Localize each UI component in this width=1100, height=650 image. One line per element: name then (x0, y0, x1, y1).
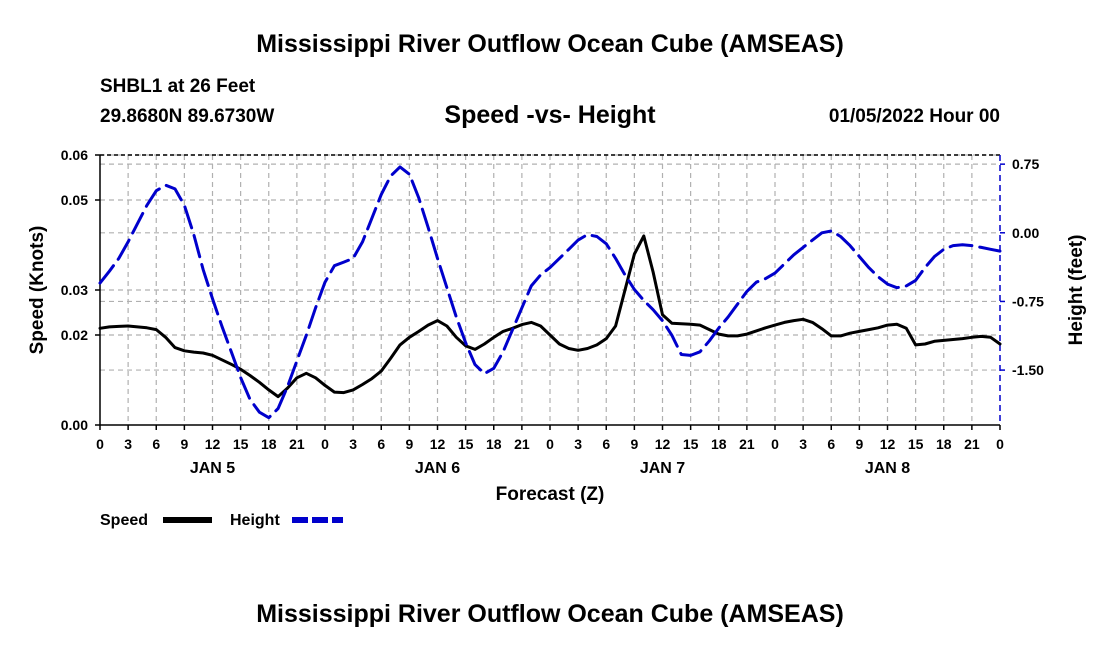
x-tick-label: 12 (655, 436, 671, 452)
x-tick-label: 15 (458, 436, 474, 452)
x-tick-label: 3 (574, 436, 582, 452)
y-tick-label: 0.03 (61, 282, 88, 298)
x-tick-label: 9 (630, 436, 638, 452)
series-line-height (98, 165, 1002, 420)
y-tick-label: 0.05 (61, 192, 88, 208)
legend-speed-label: Speed (100, 512, 148, 529)
x-tick-label: 0 (996, 436, 1004, 452)
x-tick-label: 15 (683, 436, 699, 452)
x-tick-label: 6 (602, 436, 610, 452)
x-day-label: JAN 7 (640, 460, 685, 477)
x-axis: 0 3 6 9 12 15 18 21 0 3 6 9 12 15 18 21 0 3 6 9 12 15 18 21 0 3 6 9… (96, 425, 1004, 477)
forecast-timestamp: 01/05/2022 Hour 00 (828, 106, 1000, 127)
y2-tick-label: -1.50 (1012, 362, 1044, 378)
x-tick-label: 12 (430, 436, 446, 452)
x-tick-label: 6 (152, 436, 160, 452)
chart-title: Speed -vs- Height (444, 101, 656, 129)
y-tick-label: 0.00 (61, 417, 88, 433)
x-day-label: JAN 5 (190, 460, 235, 477)
x-tick-label: 21 (964, 436, 980, 452)
x-tick-label: 0 (771, 436, 779, 452)
x-day-label: JAN 6 (415, 460, 460, 477)
y2-tick-label: 0.00 (1012, 225, 1039, 241)
y2-axis-label: Height (feet) (1066, 235, 1087, 346)
y2-tick-label: -0.75 (1012, 293, 1044, 309)
x-tick-label: 18 (486, 436, 502, 452)
x-tick-label: 0 (546, 436, 554, 452)
x-tick-label: 0 (321, 436, 329, 452)
x-tick-label: 21 (289, 436, 305, 452)
page-title: Mississippi River Outflow Ocean Cube (AM… (256, 30, 844, 58)
y-tick-label: 0.06 (61, 147, 88, 163)
y-tick-label: 0.02 (61, 327, 88, 343)
x-tick-label: 18 (936, 436, 952, 452)
station-coordinates: 29.8680N 89.6730W (100, 106, 275, 127)
chart-series (98, 165, 1002, 420)
y2-tick-label: 0.75 (1012, 156, 1039, 172)
x-tick-label: 3 (124, 436, 132, 452)
x-tick-label: 18 (711, 436, 727, 452)
y-axis-label: Speed (Knots) (27, 226, 48, 355)
x-tick-label: 15 (908, 436, 924, 452)
x-tick-label: 3 (799, 436, 807, 452)
legend-height-label: Height (230, 512, 280, 529)
x-tick-label: 9 (855, 436, 863, 452)
x-tick-label: 18 (261, 436, 277, 452)
y-axis-left: 0.00 0.02 0.03 0.05 0.06 (61, 147, 100, 433)
x-tick-label: 12 (880, 436, 896, 452)
repeated-page-title: Mississippi River Outflow Ocean Cube (AM… (256, 600, 844, 628)
series-line-speed (98, 234, 1002, 399)
station-label: SHBL1 at 26 Feet (100, 76, 256, 97)
y-axis-right: 0.75 0.00 -0.75 -1.50 (1000, 156, 1044, 378)
x-tick-label: 9 (180, 436, 188, 452)
x-tick-label: 6 (827, 436, 835, 452)
x-tick-label: 9 (405, 436, 413, 452)
x-axis-label: Forecast (Z) (496, 484, 605, 505)
x-tick-label: 15 (233, 436, 249, 452)
x-tick-label: 12 (205, 436, 221, 452)
x-tick-label: 21 (739, 436, 755, 452)
chart-legend: Speed Height (100, 512, 343, 529)
x-day-label: JAN 8 (865, 460, 910, 477)
x-tick-label: 0 (96, 436, 104, 452)
x-tick-label: 21 (514, 436, 530, 452)
x-tick-label: 3 (349, 436, 357, 452)
x-tick-label: 6 (377, 436, 385, 452)
chart-grid (100, 154, 1000, 425)
